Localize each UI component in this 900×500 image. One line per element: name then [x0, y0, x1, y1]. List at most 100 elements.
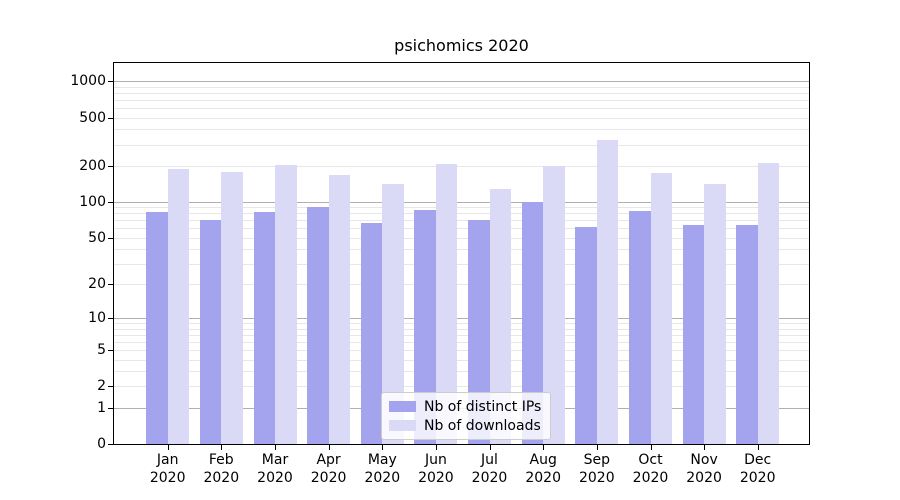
gridline-minor [114, 93, 809, 95]
y-tick-mark [108, 318, 113, 320]
legend-label-downloads: Nb of downloads [424, 417, 541, 434]
legend-entry-distinct-ips: Nb of distinct IPs [389, 398, 541, 415]
bar-downloads-oct [650, 173, 672, 444]
y-tick-label: 100 [79, 193, 106, 210]
x-tick-mark [221, 445, 223, 450]
x-tick-mark [382, 445, 384, 450]
gridline-minor [114, 350, 809, 351]
gridline-minor [114, 108, 809, 110]
gridline-minor [114, 284, 809, 286]
y-tick-mark [108, 444, 113, 445]
x-tick-mark [328, 445, 330, 450]
y-tick-label: 2 [97, 378, 106, 395]
bar-distinct-ips-jun [414, 210, 436, 444]
gridline-minor [114, 249, 809, 251]
x-tick-label: Jun 2020 [418, 452, 454, 486]
x-tick-label: Jan 2020 [149, 452, 186, 486]
x-tick-mark [704, 445, 706, 450]
y-tick-label: 10 [88, 310, 106, 327]
y-tick-mark [108, 117, 113, 119]
gridline-major [114, 318, 809, 320]
gridline-minor [114, 144, 809, 146]
gridline-minor [114, 341, 809, 343]
x-tick-label: Feb 2020 [203, 452, 240, 486]
gridline-minor [114, 323, 809, 325]
gridline-major [114, 81, 809, 83]
bar-distinct-ips-mar [253, 212, 275, 444]
x-tick-label: Oct 2020 [632, 452, 669, 486]
plot-area: Nb of distinct IPs Nb of downloads [113, 62, 810, 445]
bar-distinct-ips-sep [575, 226, 597, 444]
bar-downloads-aug [543, 166, 565, 444]
x-tick-label: Nov 2020 [686, 452, 722, 486]
x-tick-mark [543, 445, 545, 450]
y-tick-label: 5 [97, 342, 106, 358]
bar-downloads-jul [489, 188, 511, 444]
gridline-minor [114, 165, 809, 167]
gridline-minor [114, 328, 809, 330]
gridline-minor [114, 129, 809, 131]
bar-downloads-mar [275, 164, 297, 444]
bar-distinct-ips-nov [682, 224, 705, 444]
bar-distinct-ips-feb [199, 220, 222, 444]
x-tick-mark [596, 445, 598, 450]
y-tick-mark [108, 81, 113, 83]
bar-downloads-apr [328, 174, 351, 444]
bar-distinct-ips-jul [468, 220, 490, 444]
gridline-minor [114, 117, 809, 119]
legend-label-distinct-ips: Nb of distinct IPs [424, 398, 542, 415]
legend-entry-downloads: Nb of downloads [389, 417, 541, 434]
bar-downloads-feb [221, 171, 243, 444]
x-tick-label: Dec 2020 [739, 452, 776, 486]
gridline-minor [114, 213, 809, 215]
bar-distinct-ips-apr [307, 207, 329, 444]
y-tick-mark [108, 386, 113, 388]
bar-distinct-ips-aug [521, 202, 544, 444]
bar-downloads-sep [596, 140, 619, 444]
bar-distinct-ips-oct [629, 211, 651, 444]
y-tick-mark [108, 201, 113, 203]
gridline-minor [114, 237, 809, 239]
bar-distinct-ips-dec [736, 224, 758, 444]
y-tick-label: 1 [97, 399, 106, 416]
x-tick-label: Aug 2020 [525, 452, 561, 486]
gridline-minor [114, 207, 809, 209]
bar-downloads-nov [704, 183, 726, 444]
y-tick-mark [108, 350, 113, 351]
legend-swatch-downloads [389, 420, 416, 431]
x-tick-mark [650, 445, 652, 450]
gridline-major [114, 201, 809, 203]
y-tick-mark [108, 284, 113, 286]
y-tick-mark [108, 407, 113, 409]
x-tick-mark [275, 445, 276, 450]
legend: Nb of distinct IPs Nb of downloads [381, 392, 552, 440]
gridline-minor [114, 263, 809, 265]
gridline-minor [114, 86, 809, 88]
y-tick-label: 20 [88, 276, 106, 293]
bar-distinct-ips-may [360, 223, 383, 444]
gridline-minor [114, 220, 809, 222]
x-tick-mark [489, 445, 491, 450]
bar-downloads-dec [757, 162, 780, 444]
x-tick-label: Mar 2020 [257, 452, 293, 486]
y-tick-mark [108, 237, 113, 239]
gridline-minor [114, 386, 809, 388]
gridline-minor [114, 371, 809, 373]
y-tick-label: 50 [88, 229, 106, 246]
bar-downloads-may [382, 183, 404, 444]
bar-distinct-ips-jan [146, 212, 168, 444]
x-tick-mark [167, 445, 169, 450]
x-tick-label: May 2020 [364, 452, 401, 486]
gridline-minor [114, 359, 809, 361]
y-tick-label: 1000 [70, 73, 106, 90]
y-tick-label: 200 [79, 157, 106, 174]
gridline-minor [114, 100, 809, 102]
x-tick-label: Apr 2020 [310, 452, 347, 486]
y-tick-label: 0 [97, 436, 106, 452]
gridline-minor [114, 228, 809, 230]
y-tick-mark [108, 165, 113, 167]
x-tick-label: Jul 2020 [471, 452, 508, 486]
x-tick-mark [757, 445, 759, 450]
legend-swatch-distinct-ips [389, 401, 416, 412]
bar-downloads-jan [167, 169, 190, 444]
